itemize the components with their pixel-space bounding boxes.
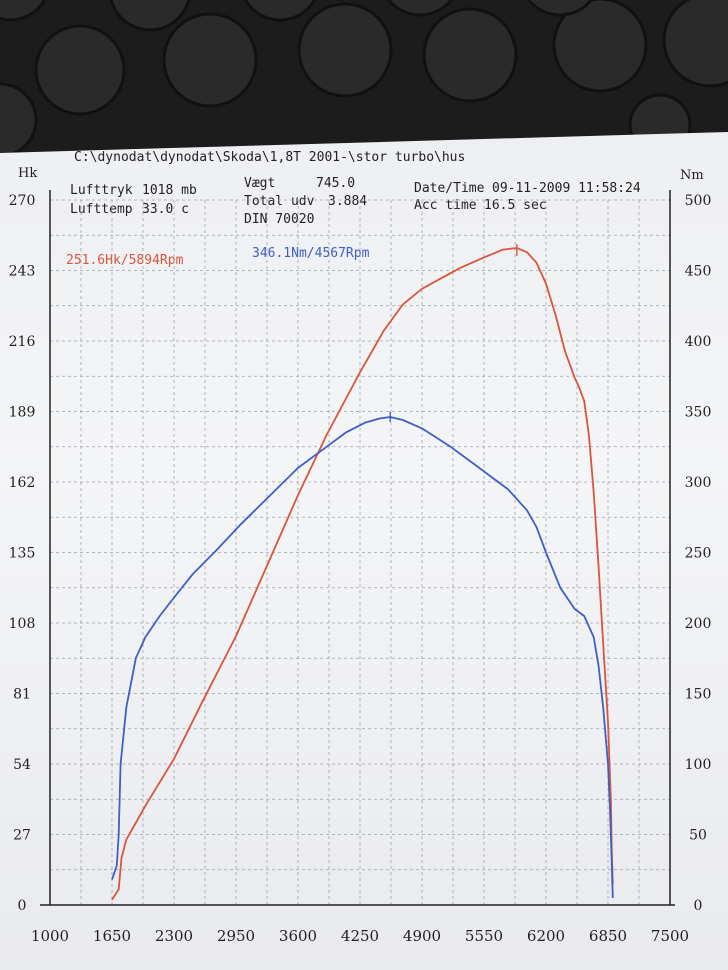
right-tick-label: 100 — [685, 757, 712, 773]
left-tick-label: 189 — [9, 405, 36, 421]
right-tick-label: 400 — [685, 334, 712, 350]
left-tick-label: 108 — [9, 616, 36, 632]
left-axis-unit: Hk — [18, 166, 38, 181]
right-tick-label: 50 — [689, 828, 707, 844]
acc-time-value: 16.5 sec — [484, 198, 547, 213]
lufttemp-label: Lufttemp — [70, 202, 133, 217]
x-tick-label: 1000 — [31, 927, 69, 945]
total-udv-value: 3.884 — [328, 194, 368, 209]
power-curve — [111, 247, 614, 901]
acc-time-label: Acc time — [414, 198, 477, 213]
vaegt-label: Vægt — [244, 176, 276, 191]
datetime-value: 09-11-2009 11:58:24 — [492, 181, 641, 196]
left-tick-label: 216 — [9, 334, 36, 350]
right-tick-label: 350 — [685, 405, 712, 421]
lufttryk-label: Lufttryk — [70, 183, 133, 198]
lufttryk-value: 1018 mb — [142, 183, 197, 198]
right-tick-label: 200 — [685, 616, 712, 632]
left-tick-label: 27 — [13, 828, 31, 844]
left-tick-label: 162 — [9, 475, 36, 491]
x-tick-label: 4250 — [341, 927, 379, 945]
torque-peak-label: 346.1Nm/4567Rpm — [252, 246, 370, 261]
left-tick-label: 270 — [9, 193, 36, 209]
datetime-label: Date/Time — [414, 181, 485, 196]
x-tick-label: 2300 — [155, 927, 193, 945]
x-tick-label: 3600 — [279, 927, 317, 945]
left-tick-label: 135 — [9, 546, 36, 562]
right-tick-label: 250 — [685, 546, 712, 562]
left-tick-label: 54 — [13, 757, 31, 773]
vaegt-value: 745.0 — [316, 176, 356, 191]
right-tick-label: 0 — [694, 898, 703, 914]
right-tick-label: 500 — [685, 193, 712, 209]
right-tick-label: 300 — [685, 475, 712, 491]
right-tick-label: 150 — [685, 687, 712, 703]
left-tick-label: 81 — [13, 687, 31, 703]
total-udv-label: Total udv — [244, 194, 315, 209]
right-tick-label: 450 — [685, 264, 712, 280]
left-tick-label: 0 — [18, 898, 27, 914]
x-tick-label: 2950 — [217, 927, 255, 945]
torque-curve — [111, 416, 614, 899]
x-tick-label: 7500 — [651, 927, 689, 945]
left-tick-label: 243 — [9, 264, 36, 280]
x-tick-label: 1650 — [93, 927, 131, 945]
x-tick-label: 6850 — [589, 927, 627, 945]
power-peak-label: 251.6Hk/5894Rpm — [66, 253, 184, 268]
dyno-sheet — [0, 132, 728, 970]
file-path: C:\dynodat\dynodat\Skoda\1,8T 2001-\stor… — [74, 150, 466, 165]
lufttemp-value: 33.0 c — [142, 202, 189, 217]
x-tick-label: 5550 — [465, 927, 503, 945]
x-tick-label: 4900 — [403, 927, 441, 945]
right-axis-unit: Nm — [680, 168, 704, 183]
x-tick-label: 6200 — [527, 927, 565, 945]
din-standard: DIN 70020 — [244, 212, 315, 227]
